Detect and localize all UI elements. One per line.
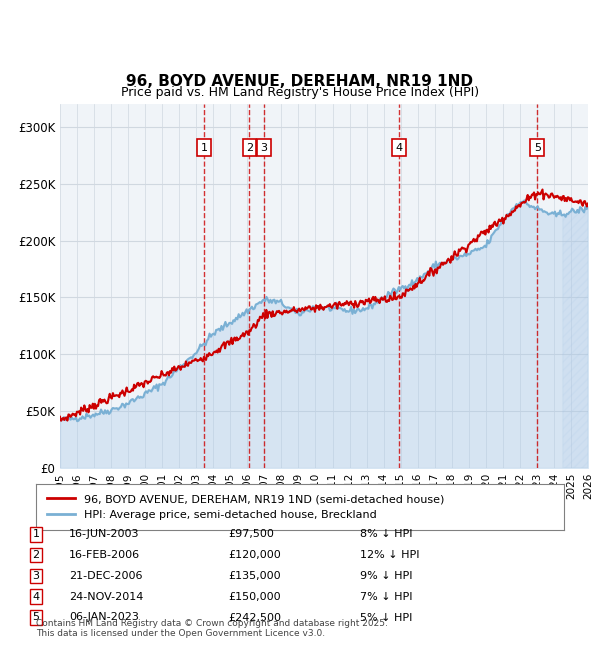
Text: 96, BOYD AVENUE, DEREHAM, NR19 1ND: 96, BOYD AVENUE, DEREHAM, NR19 1ND xyxy=(127,73,473,89)
Text: 24-NOV-2014: 24-NOV-2014 xyxy=(69,592,143,602)
Text: £97,500: £97,500 xyxy=(228,529,274,539)
Text: £150,000: £150,000 xyxy=(228,592,281,602)
Text: 9% ↓ HPI: 9% ↓ HPI xyxy=(360,571,413,581)
Text: 5: 5 xyxy=(32,612,40,623)
Text: 1: 1 xyxy=(32,529,40,539)
Text: 4: 4 xyxy=(32,592,40,602)
Text: Price paid vs. HM Land Registry's House Price Index (HPI): Price paid vs. HM Land Registry's House … xyxy=(121,86,479,99)
Text: 4: 4 xyxy=(395,143,403,153)
Text: £242,500: £242,500 xyxy=(228,612,281,623)
Text: 06-JAN-2023: 06-JAN-2023 xyxy=(69,612,139,623)
Text: 16-FEB-2006: 16-FEB-2006 xyxy=(69,550,140,560)
Text: 7% ↓ HPI: 7% ↓ HPI xyxy=(360,592,413,602)
Text: 3: 3 xyxy=(32,571,40,581)
Text: 3: 3 xyxy=(260,143,268,153)
Text: £135,000: £135,000 xyxy=(228,571,281,581)
Legend: 96, BOYD AVENUE, DEREHAM, NR19 1ND (semi-detached house), HPI: Average price, se: 96, BOYD AVENUE, DEREHAM, NR19 1ND (semi… xyxy=(41,489,450,525)
Text: 5: 5 xyxy=(534,143,541,153)
Text: 2: 2 xyxy=(246,143,253,153)
Text: 8% ↓ HPI: 8% ↓ HPI xyxy=(360,529,413,539)
Text: 12% ↓ HPI: 12% ↓ HPI xyxy=(360,550,419,560)
Text: 21-DEC-2006: 21-DEC-2006 xyxy=(69,571,143,581)
Text: 2: 2 xyxy=(32,550,40,560)
Text: 16-JUN-2003: 16-JUN-2003 xyxy=(69,529,139,539)
Text: £120,000: £120,000 xyxy=(228,550,281,560)
Text: Contains HM Land Registry data © Crown copyright and database right 2025.
This d: Contains HM Land Registry data © Crown c… xyxy=(36,619,388,638)
Text: 1: 1 xyxy=(200,143,208,153)
Text: 5% ↓ HPI: 5% ↓ HPI xyxy=(360,612,412,623)
